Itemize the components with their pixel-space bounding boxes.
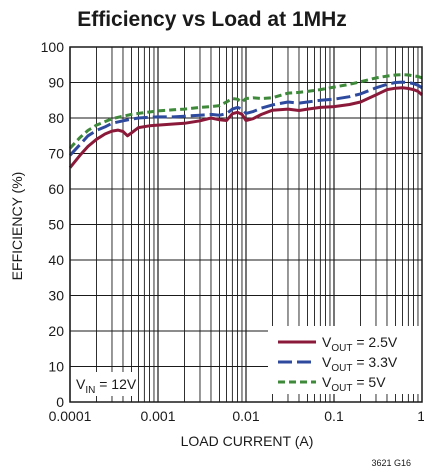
plot-lines (68, 73, 423, 169)
x-axis-label: LOAD CURRENT (A) (181, 433, 314, 449)
y-tick-label: 80 (48, 110, 64, 126)
x-tick-label: 0.001 (140, 408, 175, 424)
chart-title: Efficiency vs Load at 1MHz (77, 8, 347, 31)
legend-label-2: VOUT = 3.3V (322, 354, 398, 374)
y-tick-label: 60 (48, 181, 64, 197)
series-line-3 (68, 73, 423, 150)
x-tick-label: 0.1 (324, 408, 344, 424)
y-tick-label: 90 (48, 75, 64, 91)
vin-annotation: VIN = 12V (76, 376, 137, 396)
y-tick-label: 0 (56, 394, 64, 410)
series-line-2 (68, 80, 423, 157)
x-tick-label: 0.01 (232, 408, 259, 424)
y-tick-label: 20 (48, 323, 64, 339)
vin-annotation-box (71, 372, 135, 396)
plot-frame (69, 46, 423, 403)
y-tick-label: 10 (48, 359, 64, 375)
y-tick-label: 30 (48, 288, 64, 304)
series-line-1 (68, 86, 423, 169)
x-tick-label: 0.0001 (49, 408, 92, 424)
y-tick-label: 100 (41, 39, 65, 55)
tick-labels: 0 10 20 30 40 50 60 70 80 90 100 0.0001 0.001 0.01 0.1… (41, 39, 424, 424)
legend-label-3: VOUT = 5V (322, 374, 386, 394)
annotations: VIN = 12V (71, 372, 137, 396)
legend-label-1: VOUT = 2.5V (322, 334, 398, 354)
y-axis-label: EFFICIENCY (%) (9, 172, 25, 281)
y-tick-label: 70 (48, 146, 64, 162)
x-tick-label: 1 (417, 408, 424, 424)
figure-id: 3621 G16 (371, 458, 411, 468)
y-tick-label: 40 (48, 252, 64, 268)
y-tick-label: 50 (48, 217, 64, 233)
